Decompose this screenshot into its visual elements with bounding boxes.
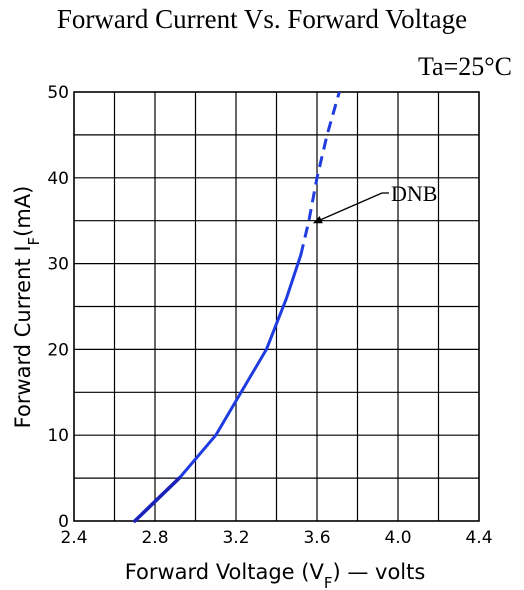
annotation-label: DNB (391, 181, 437, 206)
curve-start-segment (133, 476, 182, 523)
y-axis-label: Forward Current IF(mA) (11, 186, 43, 429)
annotation-leader (314, 192, 383, 223)
y-tick-label: 40 (47, 169, 69, 189)
y-tick-label: 30 (47, 255, 69, 275)
chart-title: Forward Current Vs. Forward Voltage (56, 4, 468, 34)
annotation-arrowhead (312, 216, 323, 224)
grid-lines (74, 92, 479, 521)
y-axis-ticks: 0 10 20 30 40 50 (47, 83, 69, 532)
temperature-condition: Ta=25°C (417, 52, 512, 81)
y-tick-label: 0 (58, 512, 69, 532)
plot-border (73, 91, 480, 522)
y-tick-label: 10 (47, 426, 69, 446)
plot-frame (73, 91, 480, 522)
x-tick-label: 3.6 (303, 528, 330, 548)
curve-dashed-segment (299, 91, 341, 256)
dnb-annotation: DNB (312, 181, 437, 224)
x-tick-label: 4.4 (465, 528, 492, 548)
x-tick-label: 4.0 (384, 528, 411, 548)
x-tick-label: 3.2 (222, 528, 249, 548)
y-tick-label: 20 (47, 340, 69, 360)
y-tick-label: 50 (47, 83, 69, 103)
iv-curve (133, 91, 341, 523)
x-axis-label: Forward Voltage (VF) — volts (125, 560, 426, 590)
x-tick-label: 2.8 (141, 528, 168, 548)
x-axis-ticks: 2.4 2.8 3.2 3.6 4.0 4.4 (60, 528, 492, 548)
x-tick-label: 2.4 (60, 528, 87, 548)
